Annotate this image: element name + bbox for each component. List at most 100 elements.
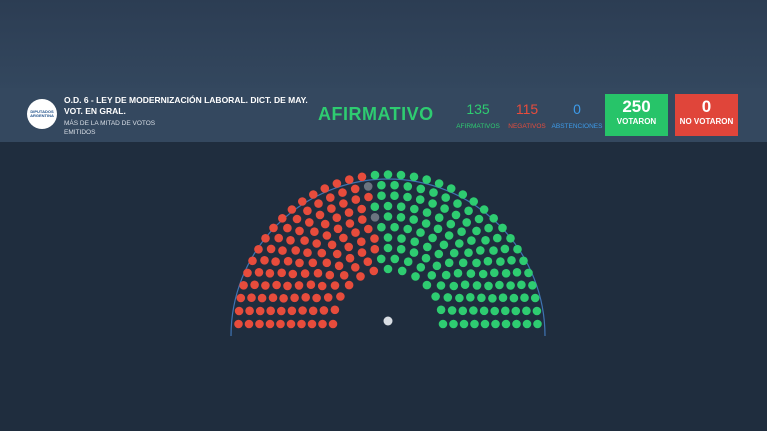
count-label: ABSTENCIONES <box>551 123 603 130</box>
seat <box>489 246 498 255</box>
seat <box>530 293 540 303</box>
seat <box>441 270 451 280</box>
seat <box>383 201 393 211</box>
seat <box>513 244 522 254</box>
seat <box>449 281 459 291</box>
seat <box>491 319 500 329</box>
president-seat <box>383 316 393 326</box>
seat <box>457 227 466 236</box>
seat <box>479 306 489 316</box>
vote-subtitle: MÁS DE LA MITAD DE VOTOS EMITIDOS <box>64 120 156 136</box>
seat <box>300 269 310 278</box>
seat <box>344 242 354 252</box>
seat <box>377 180 386 190</box>
seat <box>303 248 312 257</box>
seat <box>409 215 419 224</box>
seat <box>403 257 413 267</box>
seat <box>522 319 532 329</box>
seat <box>370 234 379 243</box>
seat <box>433 224 443 234</box>
seat <box>446 219 456 229</box>
count: 115 NEGATIVOS <box>497 101 557 130</box>
seat <box>464 206 473 216</box>
seat <box>288 269 298 279</box>
seat <box>326 193 335 202</box>
seat <box>470 319 479 329</box>
seat <box>422 280 432 290</box>
seat <box>339 271 349 280</box>
seat <box>421 219 431 228</box>
seat <box>383 233 393 242</box>
seat <box>248 256 257 266</box>
seat <box>286 319 296 329</box>
seat <box>318 319 327 329</box>
vote-title: O.D. 6 - LEY DE MODERNIZACIÓN LABORAL. D… <box>64 95 308 116</box>
seat <box>370 244 380 254</box>
seat <box>364 224 373 234</box>
seat <box>447 306 457 315</box>
seat <box>283 223 292 233</box>
seat <box>396 244 406 254</box>
seat <box>501 319 511 329</box>
seat <box>322 258 332 268</box>
seat <box>493 233 502 243</box>
seat <box>283 256 293 266</box>
seat <box>287 306 297 316</box>
seat <box>495 280 504 290</box>
top-band <box>0 0 767 88</box>
seat <box>509 293 519 303</box>
seat <box>261 234 270 243</box>
seat <box>370 202 380 211</box>
seat <box>501 269 511 278</box>
seat <box>498 223 507 233</box>
seat <box>429 188 438 197</box>
seat <box>453 268 463 278</box>
seat <box>390 222 399 232</box>
seat <box>422 175 432 184</box>
seat <box>464 248 473 257</box>
seat <box>474 214 484 224</box>
seat <box>472 226 481 236</box>
seat <box>490 268 499 278</box>
seat <box>357 172 367 182</box>
seat <box>517 280 526 290</box>
seat <box>334 261 344 271</box>
count-value: 115 <box>515 101 539 117</box>
seat <box>409 172 419 182</box>
seat <box>363 257 373 267</box>
seat <box>276 319 285 329</box>
seat <box>313 268 323 278</box>
seat <box>295 258 304 268</box>
seat <box>320 184 330 193</box>
seat <box>295 226 304 236</box>
seat <box>279 294 288 303</box>
seat <box>234 306 244 316</box>
seat <box>383 170 393 179</box>
seat <box>421 253 431 263</box>
count: 135 AFIRMATIVOS <box>448 101 508 130</box>
seat <box>286 236 295 245</box>
seat <box>458 306 468 316</box>
seat <box>243 268 252 278</box>
seat <box>460 280 470 290</box>
seat <box>369 266 379 276</box>
empty-seat <box>370 213 380 222</box>
seat <box>396 213 406 222</box>
seat <box>449 319 458 329</box>
total-box: 250 VOTARON <box>605 94 668 136</box>
seat <box>416 263 426 272</box>
seat <box>383 243 393 253</box>
seat <box>522 306 531 316</box>
seat <box>472 281 482 290</box>
seat <box>472 258 481 268</box>
seat <box>428 233 437 243</box>
seat <box>377 222 386 232</box>
seat <box>403 192 412 202</box>
count-label: AFIRMATIVOS <box>456 123 500 130</box>
seat <box>274 233 284 243</box>
seat <box>422 208 432 217</box>
seat <box>244 319 254 329</box>
seat <box>339 233 348 243</box>
seat <box>397 234 406 243</box>
